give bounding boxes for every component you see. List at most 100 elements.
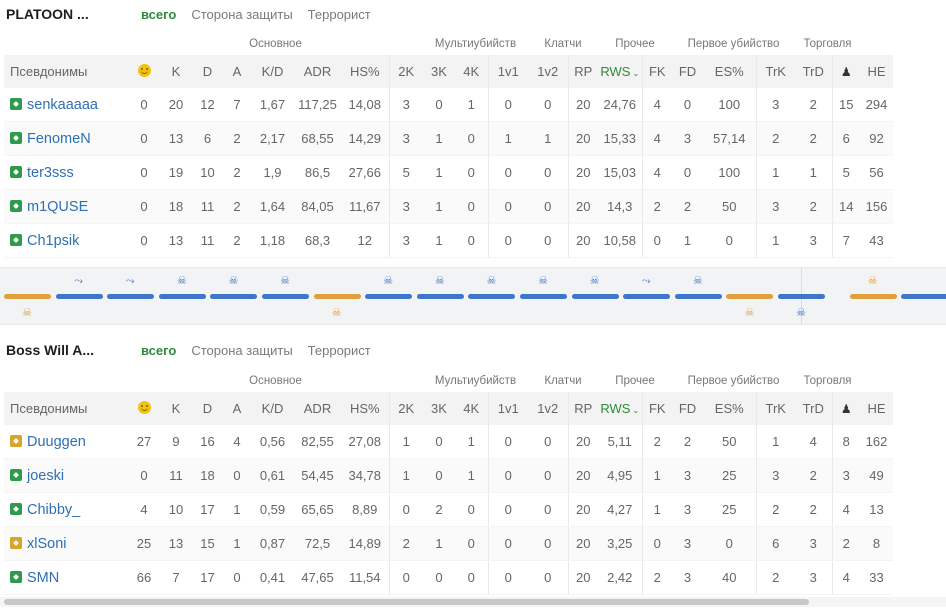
horizontal-scrollbar-thumb[interactable] [4, 599, 809, 605]
cell-adr: 47,65 [294, 560, 341, 595]
col-header-k3[interactable]: 3K [423, 55, 455, 88]
col-header-adr[interactable]: ADR [294, 55, 341, 88]
round-bar[interactable] [674, 294, 722, 299]
col-header-k2[interactable]: 2K [389, 55, 423, 88]
round-bar[interactable] [4, 294, 51, 299]
cell-trd: 3 [795, 526, 833, 561]
round-bar[interactable] [520, 294, 567, 299]
col-header-nick[interactable]: Псевдонимы [4, 392, 128, 425]
sort-caret-icon: ⌄ [632, 406, 640, 415]
col-header-k[interactable]: K [160, 392, 192, 425]
col-header-trd[interactable]: TrD [795, 392, 833, 425]
player-name-link[interactable]: xlSoni [27, 535, 67, 552]
cell-c1: 1 [488, 121, 528, 156]
col-header-rws[interactable]: RWS ⌄ [598, 55, 643, 88]
cell-fd: 3 [672, 560, 703, 595]
col-header-he[interactable]: HE [860, 55, 893, 88]
col-header-smile-icon[interactable] [128, 392, 160, 425]
col-header-es[interactable]: ES% [703, 392, 757, 425]
col-header-k2[interactable]: 2K [389, 392, 423, 425]
col-header-trd[interactable]: TrD [795, 55, 833, 88]
player-name-link[interactable]: Chibby_ [27, 501, 81, 518]
col-header-he[interactable]: HE [860, 392, 893, 425]
col-header-k4[interactable]: 4K [455, 55, 489, 88]
col-header-fd[interactable]: FD [672, 392, 703, 425]
cell-pawn: 8 [832, 425, 860, 459]
cell-k3: 1 [423, 223, 455, 258]
col-header-d[interactable]: D [192, 392, 223, 425]
col-header-c1[interactable]: 1v1 [488, 55, 528, 88]
player-name-link[interactable]: senkaaaaa [27, 96, 98, 113]
col-header-c2[interactable]: 1v2 [528, 392, 569, 425]
col-header-k4[interactable]: 4K [455, 392, 489, 425]
col-header-a[interactable]: A [223, 392, 251, 425]
round-bar[interactable] [849, 294, 897, 299]
tab-ct[interactable]: Сторона защиты [191, 343, 293, 358]
player-name-link[interactable]: ter3sss [27, 164, 74, 181]
col-header-label: 1v1 [497, 64, 519, 79]
cell-es: 25 [703, 492, 757, 527]
pawn-icon: ♟ [840, 402, 852, 416]
col-header-trk[interactable]: TrK [756, 392, 795, 425]
player-name-link[interactable]: Ch1psik [27, 232, 80, 249]
round-bar[interactable] [778, 294, 825, 299]
cell-hs: 12 [341, 223, 390, 258]
col-header-k3[interactable]: 3K [423, 392, 455, 425]
group-label-multikills: Мультиубийств [434, 375, 517, 387]
rank-icon [10, 434, 22, 447]
col-header-adr[interactable]: ADR [294, 392, 341, 425]
col-header-k[interactable]: K [160, 55, 192, 88]
round-bar[interactable] [901, 294, 946, 299]
col-header-nick[interactable]: Псевдонимы [4, 55, 128, 88]
tab-t[interactable]: Террорист [307, 343, 371, 358]
col-header-a[interactable]: A [223, 55, 251, 88]
round-bar[interactable] [571, 294, 619, 299]
cell-hs: 27,08 [341, 425, 390, 459]
player-name-link[interactable]: joeski [27, 467, 65, 484]
col-header-kd[interactable]: K/D [251, 55, 294, 88]
tab-all[interactable]: всего [141, 7, 177, 22]
tab-ct[interactable]: Сторона защиты [191, 7, 293, 22]
col-header-rws[interactable]: RWS ⌄ [598, 392, 643, 425]
round-bar[interactable] [365, 294, 413, 299]
col-header-hs[interactable]: HS% [341, 392, 390, 425]
stats-table-2: Основное Мультиубийств Клатчи Прочее Первое … [4, 370, 893, 595]
round-bar[interactable] [55, 294, 103, 299]
col-header-pawn-icon[interactable]: ♟ [832, 392, 860, 425]
tab-t[interactable]: Террорист [307, 7, 371, 22]
col-header-trk[interactable]: TrK [756, 55, 795, 88]
player-name-link[interactable]: m1QUSE [27, 198, 89, 215]
col-header-smile-icon[interactable] [128, 55, 160, 88]
cell-he: 156 [860, 189, 893, 224]
round-bar[interactable] [107, 294, 155, 299]
col-header-pawn-icon[interactable]: ♟ [832, 55, 860, 88]
round-bar[interactable] [210, 294, 258, 299]
col-header-es[interactable]: ES% [703, 55, 757, 88]
cell-k2: 5 [389, 155, 423, 190]
col-header-fk[interactable]: FK [642, 392, 672, 425]
round-bar[interactable] [468, 294, 516, 299]
rank-icon [10, 468, 22, 481]
cell-a: 2 [223, 223, 251, 258]
col-header-c1[interactable]: 1v1 [488, 392, 528, 425]
col-header-rp[interactable]: RP [568, 55, 598, 88]
round-bar[interactable] [158, 294, 206, 299]
tab-all[interactable]: всего [141, 343, 177, 358]
col-header-fd[interactable]: FD [672, 55, 703, 88]
player-name-link[interactable]: Duuggen [27, 433, 86, 450]
col-header-d[interactable]: D [192, 55, 223, 88]
col-header-fk[interactable]: FK [642, 55, 672, 88]
player-name-link[interactable]: FenomeN [27, 130, 91, 147]
col-header-c2[interactable]: 1v2 [528, 55, 569, 88]
round-bar[interactable] [416, 294, 464, 299]
round-bar[interactable] [623, 294, 671, 299]
col-header-kd[interactable]: K/D [251, 392, 294, 425]
col-header-rp[interactable]: RP [568, 392, 598, 425]
round-bar[interactable] [726, 294, 774, 299]
col-header-hs[interactable]: HS% [341, 55, 390, 88]
cell-d: 17 [192, 560, 223, 595]
round-bar[interactable] [262, 294, 309, 299]
round-bar[interactable] [313, 294, 361, 299]
sort-caret-icon: ⌄ [632, 69, 640, 78]
player-name-link[interactable]: SMN [27, 569, 60, 586]
